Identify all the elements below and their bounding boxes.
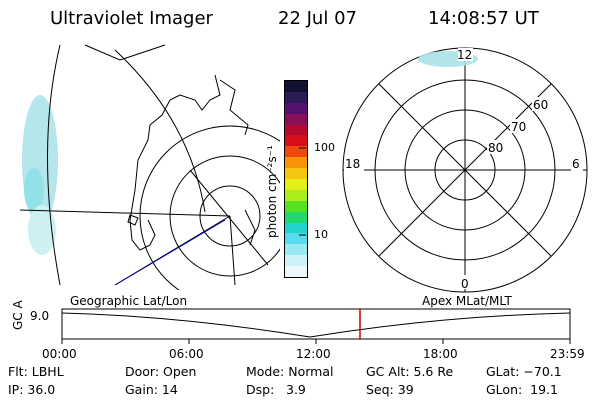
mlat-label-80: 80 <box>488 141 503 155</box>
mode-info: Mode: Normal <box>246 364 334 379</box>
colorbar-segment <box>285 189 307 201</box>
door-info: Door: Open <box>125 364 197 379</box>
dsp-value: 3.9 <box>286 382 306 397</box>
colorbar-segment <box>285 255 307 267</box>
ip-info: IP: 36.0 <box>8 382 56 397</box>
colorbar-segment <box>285 124 307 136</box>
glat-info: GLat: −70.1 <box>486 364 562 379</box>
dsp-label: Dsp: <box>246 382 275 397</box>
strip-xtick-2: 12:00 <box>296 347 331 361</box>
colorbar-segment <box>285 157 307 169</box>
colorbar <box>284 80 308 278</box>
mlt-label-6: 6 <box>572 157 580 171</box>
colorbar-segment <box>285 168 307 180</box>
colorbar-segment <box>285 266 307 278</box>
mlt-label-0: 0 <box>461 277 469 291</box>
seq-info: Seq: 39 <box>366 382 414 397</box>
strip-xtick-4: 23:59 <box>550 347 585 361</box>
colorbar-segment <box>285 135 307 147</box>
strip-xtick-1: 06:00 <box>169 347 204 361</box>
geographic-map <box>20 44 280 290</box>
colorbar-segment <box>285 244 307 256</box>
mlt-label-12: 12 <box>457 48 472 62</box>
colorbar-segment <box>285 91 307 103</box>
mlt-label-18: 18 <box>345 157 360 171</box>
time-label: 14:08:57 UT <box>428 8 539 29</box>
satellite-track-line <box>114 219 226 286</box>
colorbar-tick-10: 10 <box>314 228 328 241</box>
apex-label: Apex MLat/MLT <box>422 294 512 308</box>
colorbar-tick-100: 100 <box>314 141 335 154</box>
strip-ytick: 9.0 <box>30 309 49 323</box>
glon-info: GLon: 19.1 <box>486 382 558 397</box>
colorbar-segment <box>285 81 307 92</box>
colorbar-segment <box>285 102 307 114</box>
strip-ylabel: GC Alt <box>11 300 25 330</box>
colorbar-segment <box>285 146 307 158</box>
date-label: 22 Jul 07 <box>278 8 357 29</box>
colorbar-axis: photon cm⁻²s⁻¹ <box>265 145 306 238</box>
mlat-label-60: 60 <box>533 98 548 112</box>
polar-plot: 12 18 6 0 60 70 80 <box>342 47 588 293</box>
colorbar-segment <box>285 211 307 223</box>
colorbar-segment <box>285 179 307 190</box>
gain-info: Gain: 14 <box>125 382 178 397</box>
altitude-strip: GC Alt 9.0 00:00 06:00 12:00 18:00 23:59 <box>11 300 585 361</box>
aurora-emission <box>22 95 58 255</box>
app-title: Ultraviolet Imager <box>50 8 213 29</box>
colorbar-unit-label: photon cm⁻²s⁻¹ <box>265 145 279 238</box>
filter-info: Flt: LBHL <box>8 364 64 379</box>
colorbar-segment <box>285 233 307 245</box>
strip-xtick-3: 18:00 <box>423 347 458 361</box>
colorbar-segment <box>285 222 307 234</box>
colorbar-segment <box>285 200 307 212</box>
colorbar-segment <box>285 113 307 125</box>
gc-alt-info: GC Alt: 5.6 Re <box>366 364 454 379</box>
geographic-label: Geographic Lat/Lon <box>70 294 188 308</box>
mlat-label-70: 70 <box>511 120 526 134</box>
strip-xtick-0: 00:00 <box>42 347 77 361</box>
